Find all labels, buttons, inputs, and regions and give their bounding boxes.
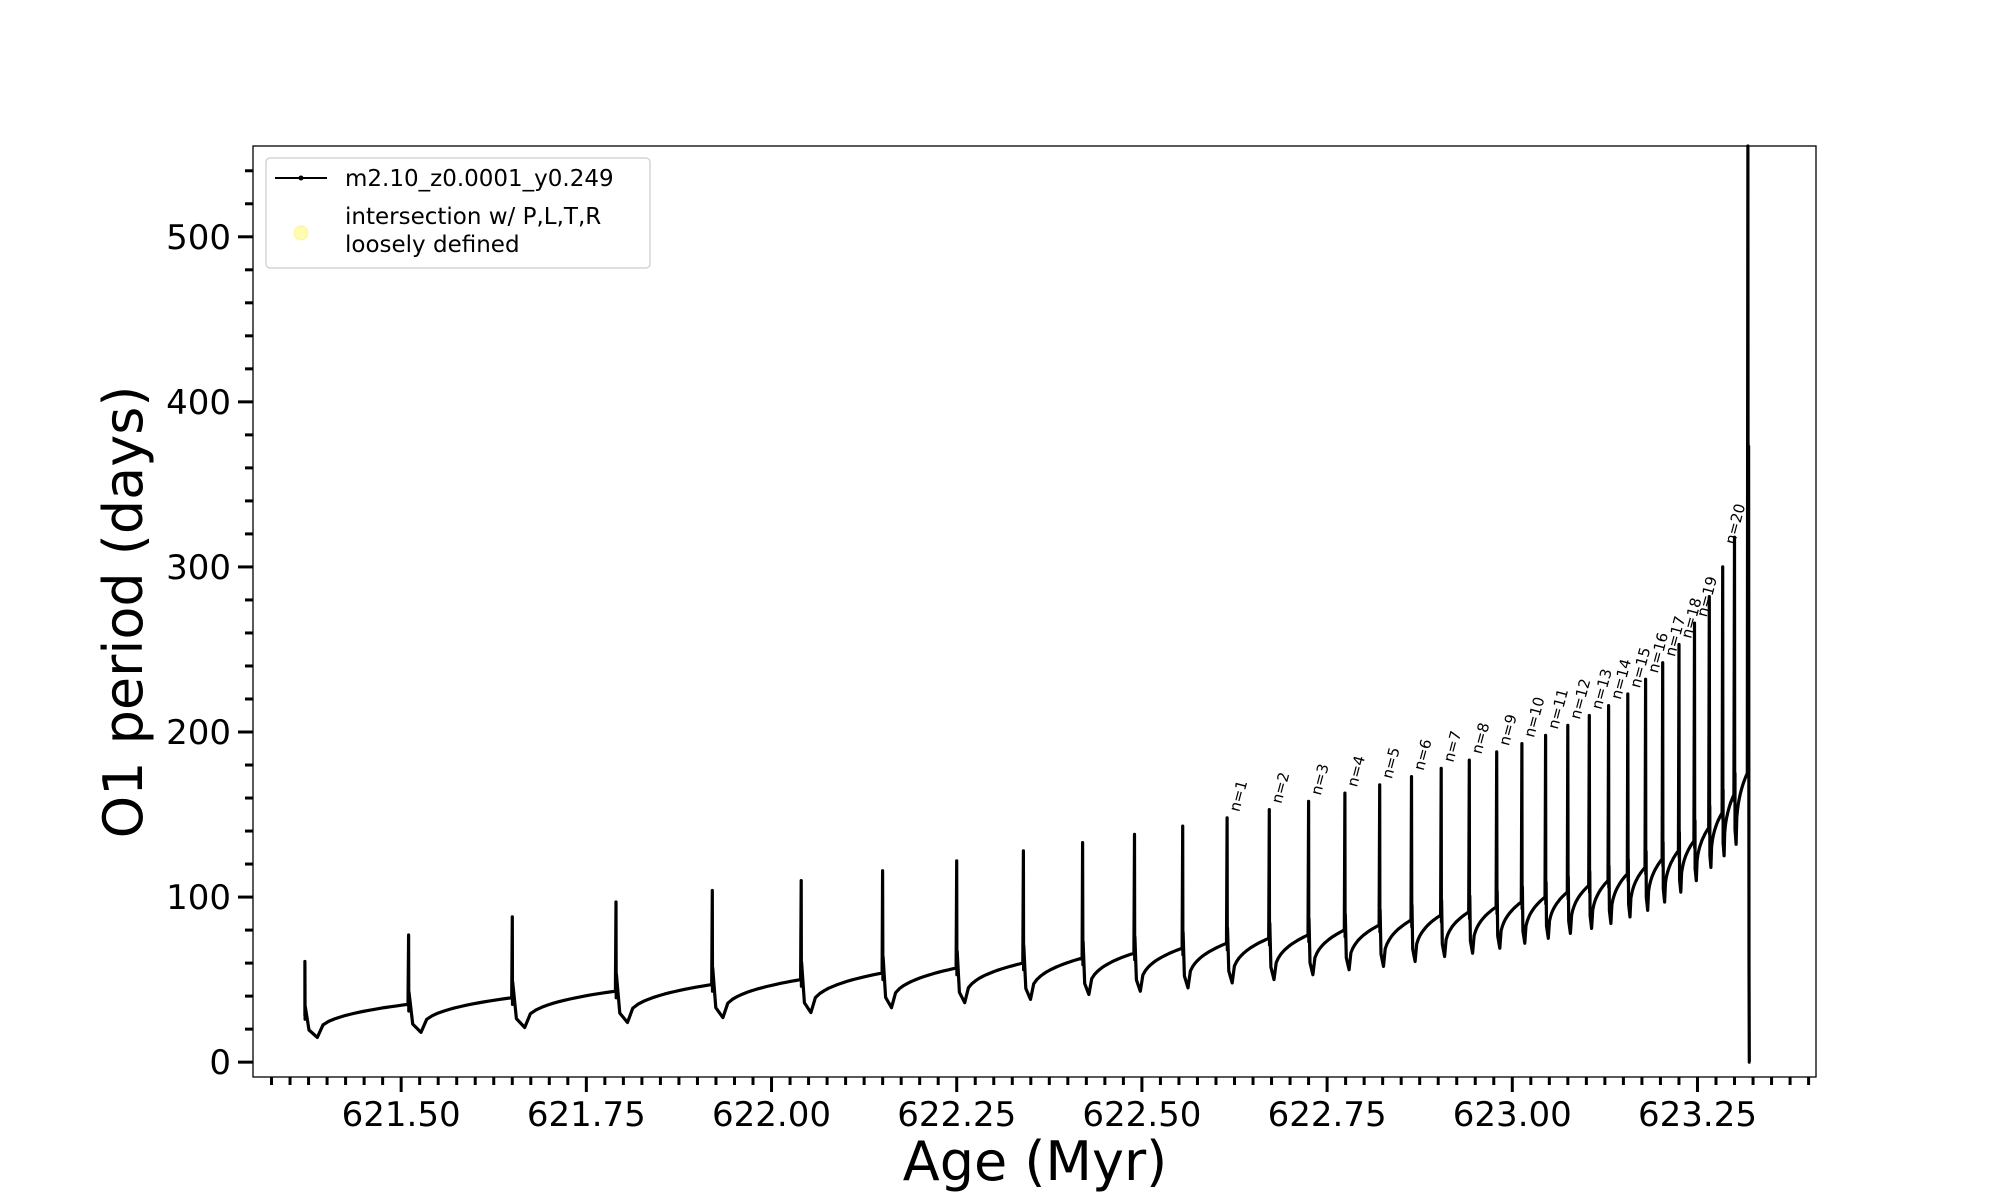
pulse-annotation: n=1: [1226, 778, 1252, 813]
pulse-annotation: n=7: [1440, 729, 1466, 764]
x-axis-label: Age (Myr): [903, 1130, 1168, 1193]
pulse-annotation: n=19: [1693, 574, 1721, 618]
legend: m2.10_z0.0001_y0.249 intersection w/ P,L…: [265, 157, 651, 269]
legend-label-intersection-line2: loosely defined: [345, 232, 520, 258]
pulse-annotation: n=20: [1721, 502, 1749, 546]
pulse-annotation: n=3: [1307, 762, 1333, 797]
y-tick-label: 0: [209, 1043, 231, 1083]
legend-line-marker: [298, 175, 304, 181]
pulse-annotation: n=2: [1268, 770, 1294, 805]
x-axis-ticks: 621.50 621.75 622.00 622.25 622.50 622.75 623.…: [270, 1077, 1811, 1135]
pulse-annotation: n=4: [1343, 754, 1369, 789]
y-tick-label: 500: [166, 218, 231, 258]
series-layer: [303, 144, 1751, 1064]
annotation-layer: n=1 n=2 n=3 n=4 n=5 n=6 n=7 n=8 n=9 n=10n=11n=12n…: [1226, 502, 1750, 814]
x-tick-label: 622.75: [1268, 1095, 1387, 1135]
x-tick-label: 622.25: [897, 1095, 1016, 1135]
x-tick-label: 621.75: [527, 1095, 646, 1135]
y-axis-label: O1 period (days): [92, 386, 155, 839]
legend-label-series: m2.10_z0.0001_y0.249: [345, 166, 614, 192]
pulse-annotation: n=6: [1410, 737, 1436, 772]
pulse-annotation: n=5: [1378, 745, 1404, 780]
legend-intersection-marker: [293, 225, 309, 241]
x-tick-label: 623.25: [1638, 1095, 1757, 1135]
x-tick-label: 621.50: [342, 1095, 461, 1135]
legend-box: [265, 157, 651, 269]
y-tick-label: 200: [166, 713, 231, 753]
pulse-annotation: n=8: [1468, 721, 1494, 756]
y-tick-label: 400: [166, 383, 231, 423]
pulse-annotation: n=10: [1520, 695, 1548, 739]
plot-frame: [252, 145, 1817, 1078]
x-tick-label: 622.50: [1082, 1095, 1201, 1135]
legend-label-intersection-line1: intersection w/ P,L,T,R: [345, 204, 601, 230]
x-tick-label: 623.00: [1453, 1095, 1572, 1135]
y-tick-label: 100: [166, 878, 231, 918]
x-tick-label: 622.00: [712, 1095, 831, 1135]
y-axis-ticks: 0 100 200 300 400 500: [166, 169, 253, 1083]
series-line: [303, 144, 1751, 1064]
y-tick-label: 300: [166, 548, 231, 588]
pulse-annotation: n=9: [1495, 712, 1521, 747]
